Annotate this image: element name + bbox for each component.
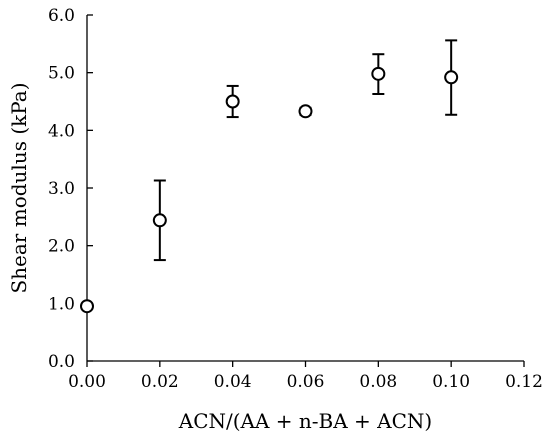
- y-tick-label: 5.0: [48, 64, 75, 84]
- data-point: [152, 213, 167, 228]
- data-point: [225, 94, 240, 109]
- data-point: [371, 66, 386, 81]
- x-tick-label: 0.08: [359, 372, 397, 392]
- x-tick-label: 0.04: [214, 372, 252, 392]
- x-tick-label: 0.10: [432, 372, 470, 392]
- x-tick-label: 0.06: [287, 372, 325, 392]
- error-bars: [153, 39, 458, 262]
- data-point: [80, 299, 94, 314]
- y-tick-label: 2.0: [48, 237, 75, 257]
- y-tick-label: 1.0: [48, 294, 75, 314]
- ticks: 0.00 0.02 0.04 0.06 0.08 0.10 0.12 0.0 1.0 2.0 3.0…: [48, 6, 543, 392]
- data-points: [80, 66, 459, 314]
- x-tick-label: 0.02: [141, 372, 179, 392]
- y-tick-label: 6.0: [48, 6, 75, 26]
- x-tick-label: 0.12: [505, 372, 543, 392]
- axes: [86, 15, 524, 362]
- y-tick-label: 0.0: [48, 352, 75, 372]
- y-tick-label: 3.0: [48, 179, 75, 199]
- y-axis-title: Shear modulus (kPa): [7, 82, 31, 293]
- y-tick-label: 4.0: [48, 121, 75, 141]
- data-point: [298, 104, 313, 119]
- x-axis-title: ACN/(AA + n-BA + ACN): [178, 409, 432, 433]
- data-point: [444, 70, 459, 85]
- x-tick-label: 0.00: [68, 372, 106, 392]
